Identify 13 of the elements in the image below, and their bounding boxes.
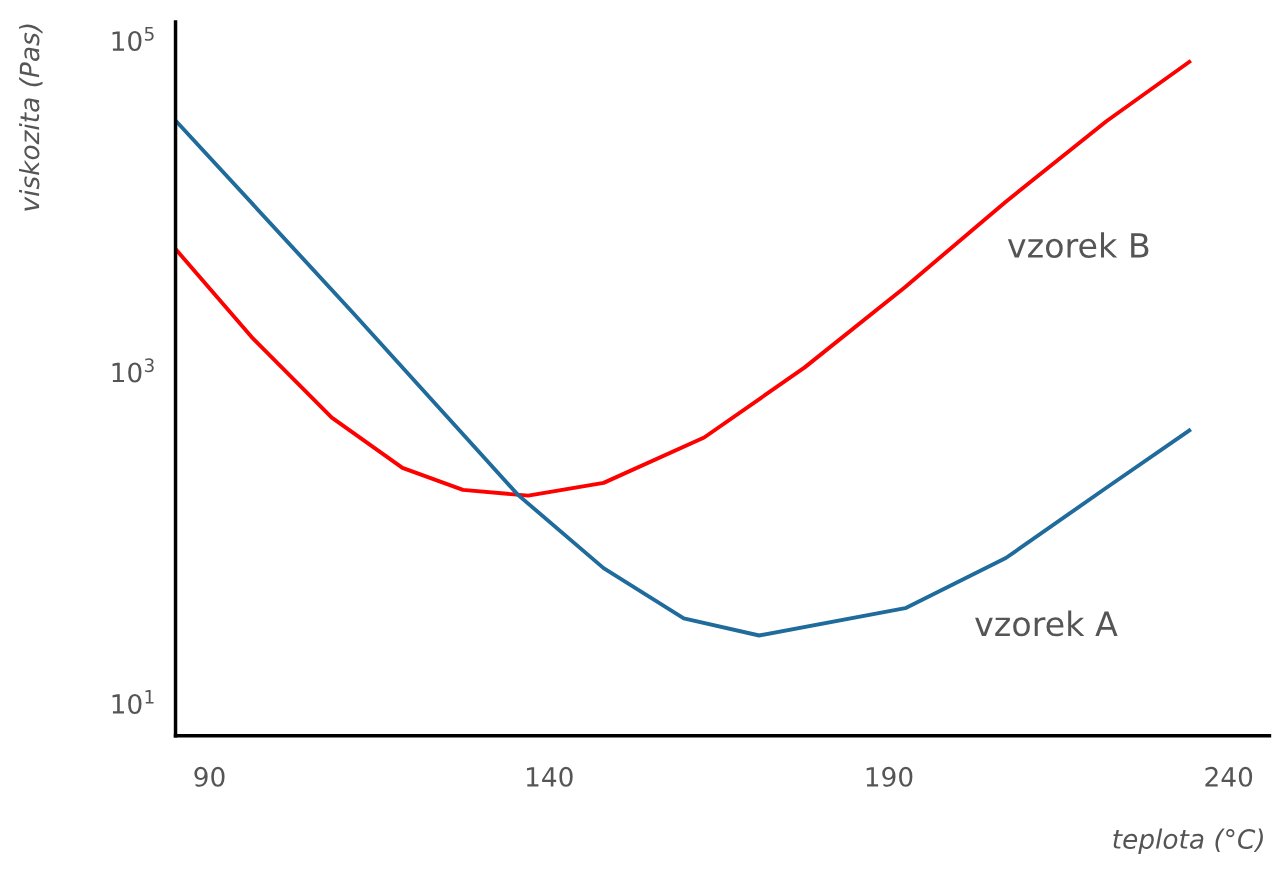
series-label: vzorek A: [975, 610, 1118, 637]
series-label: vzorek B: [1007, 232, 1149, 258]
y-tick-label: 10$^{5}$: [112, 27, 154, 51]
y-tick-label: 10$^{3}$: [112, 358, 154, 383]
x-tick-label: 190: [866, 766, 913, 787]
line-series: [175, 119, 1192, 638]
y-axis-title: viskozita (Pas): [19, 24, 43, 211]
y-tick-label: 10$^{1}$: [112, 689, 154, 714]
x-tick-label: 140: [526, 766, 573, 787]
line-series: [175, 59, 1192, 498]
x-tick-label: 90: [194, 766, 225, 787]
x-tick-label: 240: [1205, 766, 1253, 787]
x-axis-title: teplota (°C): [1113, 828, 1263, 855]
